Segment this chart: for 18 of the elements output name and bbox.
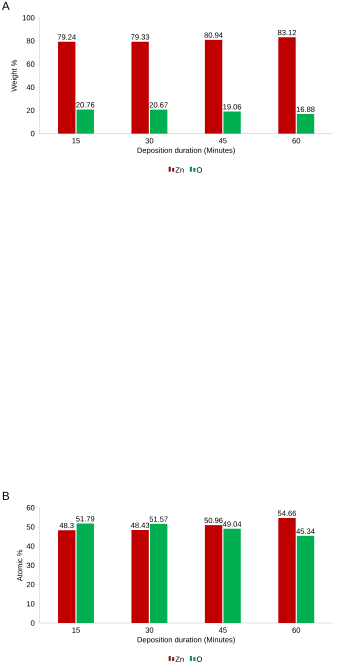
bar	[296, 536, 314, 623]
bar	[223, 528, 241, 623]
bar	[76, 523, 94, 623]
chart-title: A	[2, 2, 10, 10]
bar	[58, 530, 76, 623]
bar	[204, 525, 222, 623]
bar	[296, 114, 314, 134]
bar	[278, 37, 296, 134]
bar	[150, 524, 168, 623]
bar	[132, 530, 149, 623]
bar	[223, 112, 241, 134]
chart-title: B	[2, 492, 10, 500]
bar	[204, 40, 222, 134]
bar	[76, 110, 94, 134]
bar	[150, 110, 168, 134]
bar	[132, 42, 149, 134]
bar	[278, 518, 296, 623]
bar	[58, 42, 76, 134]
